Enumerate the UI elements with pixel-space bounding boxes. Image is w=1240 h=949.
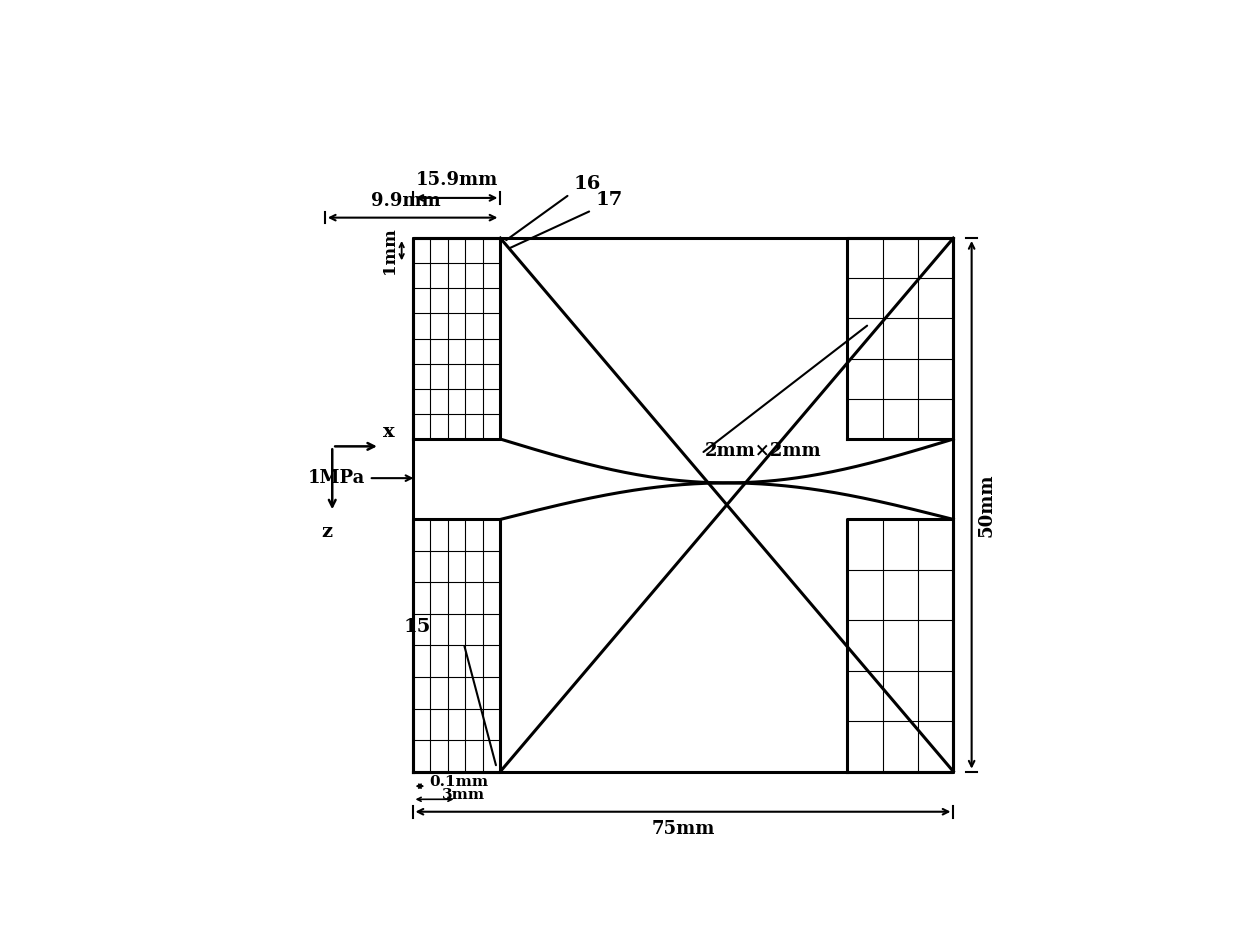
Text: 16: 16: [573, 175, 600, 193]
Text: 15.9mm: 15.9mm: [415, 171, 497, 189]
Text: 1MPa: 1MPa: [308, 469, 365, 487]
Text: 17: 17: [595, 191, 622, 209]
Text: 75mm: 75mm: [651, 821, 714, 839]
Text: 3mm: 3mm: [441, 788, 485, 802]
Text: 1mm: 1mm: [381, 228, 398, 274]
Text: 2mm×2mm: 2mm×2mm: [704, 442, 822, 460]
Text: 0.1mm: 0.1mm: [429, 774, 489, 789]
Text: 9.9mm: 9.9mm: [371, 193, 440, 211]
Text: z: z: [321, 523, 332, 541]
Text: 15: 15: [403, 619, 430, 637]
Text: 50mm: 50mm: [977, 473, 996, 536]
Text: x: x: [383, 422, 396, 440]
